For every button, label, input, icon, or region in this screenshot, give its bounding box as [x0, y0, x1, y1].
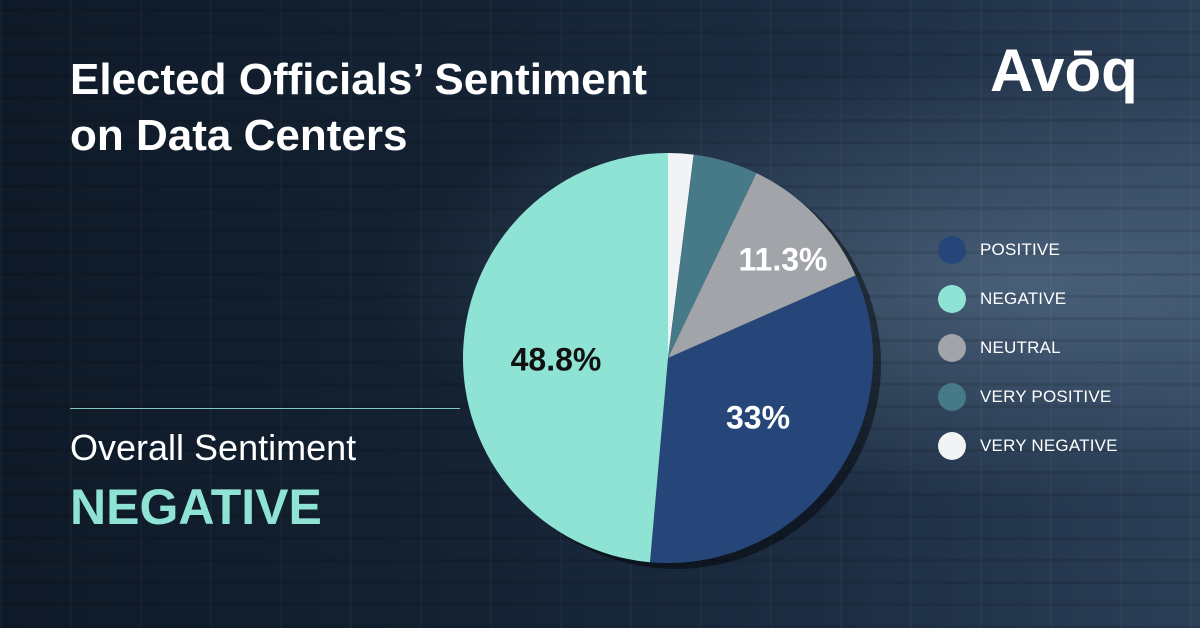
logo-text: Avōq	[990, 37, 1138, 104]
legend-item-very-negative: VERY NEGATIVE	[938, 432, 1158, 460]
legend-label: POSITIVE	[980, 240, 1061, 259]
legend-swatch	[938, 334, 966, 362]
legend-swatch	[938, 383, 966, 411]
legend-label: NEUTRAL	[980, 338, 1061, 357]
legend-item-very-positive: VERY POSITIVE	[938, 383, 1158, 411]
legend-swatch	[938, 285, 966, 313]
overall-sentiment-label: Overall Sentiment	[70, 427, 357, 468]
pie-slice-positive	[649, 275, 873, 563]
pie-slice-very-negative	[668, 153, 694, 358]
slice-label-negative: 48.8%	[511, 341, 602, 377]
slice-label-neutral: 11.3%	[739, 241, 828, 277]
slice-label-positive: 33%	[726, 399, 790, 435]
pie-slice-neutral	[668, 173, 856, 358]
chart-title-line-2: on Data Centers	[70, 111, 408, 160]
legend-swatch	[938, 432, 966, 460]
legend-label: NEGATIVE	[980, 289, 1067, 308]
divider-line	[70, 408, 460, 409]
legend-item-negative: NEGATIVE	[938, 285, 1158, 313]
overall-sentiment-value: NEGATIVE	[70, 479, 322, 535]
legend-swatch	[938, 236, 966, 264]
chart-title-line-1: Elected Officials’ Sentiment	[70, 55, 648, 104]
legend-item-neutral: NEUTRAL	[938, 334, 1158, 362]
legend-label: VERY NEGATIVE	[980, 436, 1118, 455]
chart-legend: POSITIVE NEGATIVE NEUTRAL VERY POSITIVE VERY…	[938, 236, 1158, 481]
avoq-logo: Avōq	[990, 36, 1160, 116]
pie-slice-negative	[462, 153, 668, 563]
pie-slice-very-positive	[668, 154, 757, 358]
legend-label: VERY POSITIVE	[980, 387, 1112, 406]
chart-title: Elected Officials’ Sentiment on Data Cen…	[70, 52, 750, 164]
legend-item-positive: POSITIVE	[938, 236, 1158, 264]
